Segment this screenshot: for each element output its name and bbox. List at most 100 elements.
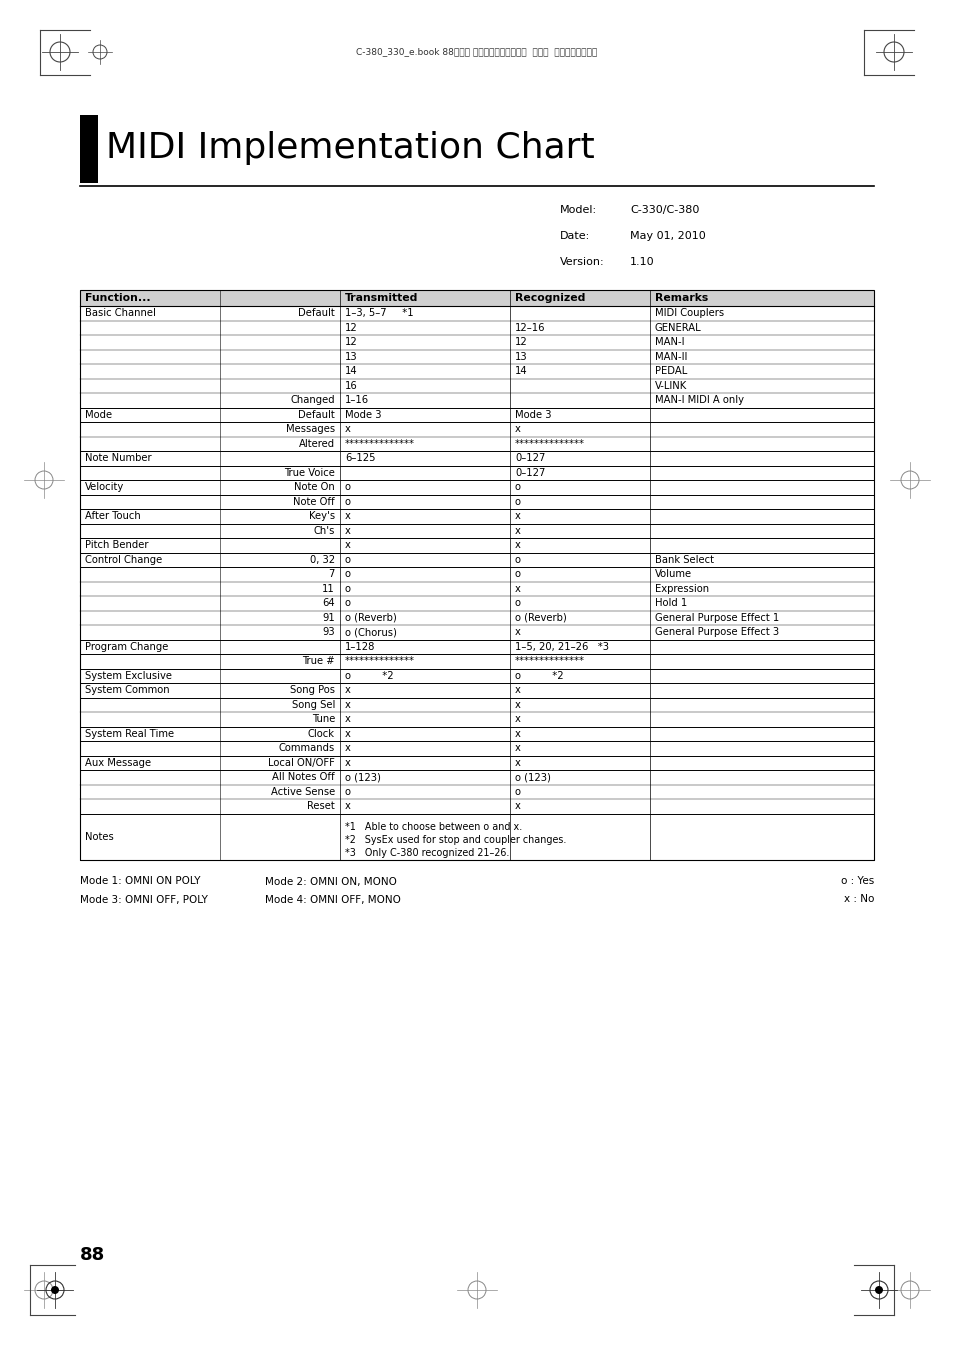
- Text: 64: 64: [322, 598, 335, 608]
- Text: **************: **************: [515, 439, 584, 449]
- Text: o (123): o (123): [515, 773, 550, 782]
- Text: o: o: [345, 497, 351, 507]
- Text: May 01, 2010: May 01, 2010: [629, 231, 705, 240]
- Bar: [80, 290, 873, 305]
- Text: MIDI Couplers: MIDI Couplers: [655, 308, 723, 319]
- Text: o: o: [515, 555, 520, 565]
- Text: 14: 14: [345, 366, 357, 376]
- Text: x: x: [515, 743, 520, 754]
- Text: 1–16: 1–16: [345, 396, 369, 405]
- Text: x: x: [345, 511, 351, 521]
- Text: o: o: [345, 482, 351, 492]
- Text: o: o: [515, 482, 520, 492]
- Text: Mode 1: OMNI ON POLY: Mode 1: OMNI ON POLY: [80, 877, 200, 886]
- Text: o          *2: o *2: [345, 670, 394, 681]
- Text: x: x: [515, 424, 520, 434]
- Text: General Purpose Effect 3: General Purpose Effect 3: [655, 627, 779, 638]
- Text: Changed: Changed: [290, 396, 335, 405]
- Text: o: o: [515, 598, 520, 608]
- Text: x: x: [515, 758, 520, 767]
- Text: Velocity: Velocity: [85, 482, 124, 492]
- Text: After Touch: After Touch: [85, 511, 141, 521]
- Text: o : Yes: o : Yes: [840, 877, 873, 886]
- Text: 12: 12: [345, 338, 357, 347]
- Text: x: x: [515, 511, 520, 521]
- Text: Commands: Commands: [278, 743, 335, 754]
- Text: Volume: Volume: [655, 569, 691, 580]
- Text: 11: 11: [322, 584, 335, 593]
- Text: 88: 88: [80, 1246, 105, 1265]
- Text: 0–127: 0–127: [515, 467, 545, 478]
- Text: 1–128: 1–128: [345, 642, 375, 651]
- Text: General Purpose Effect 1: General Purpose Effect 1: [655, 613, 779, 623]
- Text: x: x: [345, 801, 351, 811]
- Text: x: x: [515, 584, 520, 593]
- Text: Active Sense: Active Sense: [271, 786, 335, 797]
- Text: Mode 2: OMNI ON, MONO: Mode 2: OMNI ON, MONO: [265, 877, 396, 886]
- Text: *1   Able to choose between o and x.
*2   SysEx used for stop and coupler change: *1 Able to choose between o and x. *2 Sy…: [345, 821, 566, 858]
- Text: MAN-II: MAN-II: [655, 351, 687, 362]
- Text: Messages: Messages: [286, 424, 335, 434]
- Text: 13: 13: [515, 351, 527, 362]
- Text: Aux Message: Aux Message: [85, 758, 151, 767]
- Text: 16: 16: [345, 381, 357, 390]
- Text: x: x: [515, 540, 520, 550]
- Text: 1–3, 5–7     *1: 1–3, 5–7 *1: [345, 308, 414, 319]
- Text: **************: **************: [515, 657, 584, 666]
- Text: x: x: [345, 743, 351, 754]
- Text: Date:: Date:: [559, 231, 590, 240]
- Text: x: x: [345, 728, 351, 739]
- Text: Song Pos: Song Pos: [290, 685, 335, 696]
- Text: Local ON/OFF: Local ON/OFF: [268, 758, 335, 767]
- Text: Version:: Version:: [559, 257, 604, 267]
- Text: Mode: Mode: [85, 409, 112, 420]
- Text: Ch's: Ch's: [314, 526, 335, 536]
- Text: 7: 7: [328, 569, 335, 580]
- Text: x: x: [515, 801, 520, 811]
- Text: x : No: x : No: [842, 894, 873, 905]
- Text: GENERAL: GENERAL: [655, 323, 700, 332]
- Circle shape: [51, 1286, 59, 1294]
- Text: 91: 91: [322, 613, 335, 623]
- Text: o (Chorus): o (Chorus): [345, 627, 396, 638]
- Text: x: x: [345, 700, 351, 709]
- Text: Song Sel: Song Sel: [292, 700, 335, 709]
- Text: Mode 3: OMNI OFF, POLY: Mode 3: OMNI OFF, POLY: [80, 894, 208, 905]
- Text: x: x: [345, 526, 351, 536]
- Text: Notes: Notes: [85, 831, 113, 842]
- Text: o: o: [515, 786, 520, 797]
- Text: System Real Time: System Real Time: [85, 728, 174, 739]
- Text: o (123): o (123): [345, 773, 380, 782]
- Text: x: x: [515, 728, 520, 739]
- Text: True #: True #: [302, 657, 335, 666]
- Text: o: o: [345, 555, 351, 565]
- Text: System Common: System Common: [85, 685, 170, 696]
- Text: Recognized: Recognized: [515, 293, 585, 303]
- Text: o: o: [345, 786, 351, 797]
- Text: MAN-I MIDI A only: MAN-I MIDI A only: [655, 396, 743, 405]
- Text: o          *2: o *2: [515, 670, 563, 681]
- Text: Clock: Clock: [308, 728, 335, 739]
- Text: Model:: Model:: [559, 205, 597, 215]
- Text: Hold 1: Hold 1: [655, 598, 686, 608]
- Text: x: x: [515, 715, 520, 724]
- Text: C-380_330_e.book 88ページ ２０１０年４月２８日  水曜日  午後１０時１１分: C-380_330_e.book 88ページ ２０１０年４月２８日 水曜日 午後…: [356, 47, 597, 57]
- Text: o: o: [345, 569, 351, 580]
- Text: x: x: [345, 758, 351, 767]
- Text: 93: 93: [322, 627, 335, 638]
- Text: x: x: [515, 627, 520, 638]
- Text: o: o: [515, 497, 520, 507]
- Text: Control Change: Control Change: [85, 555, 162, 565]
- Text: 0–127: 0–127: [515, 453, 545, 463]
- Bar: [80, 115, 98, 182]
- Text: o (Reverb): o (Reverb): [345, 613, 396, 623]
- Text: Note Off: Note Off: [294, 497, 335, 507]
- Text: Function...: Function...: [85, 293, 151, 303]
- Text: **************: **************: [345, 439, 415, 449]
- Text: 0, 32: 0, 32: [310, 555, 335, 565]
- Text: 6–125: 6–125: [345, 453, 375, 463]
- Text: Note On: Note On: [294, 482, 335, 492]
- Text: x: x: [345, 424, 351, 434]
- Text: Reset: Reset: [307, 801, 335, 811]
- Text: Transmitted: Transmitted: [345, 293, 418, 303]
